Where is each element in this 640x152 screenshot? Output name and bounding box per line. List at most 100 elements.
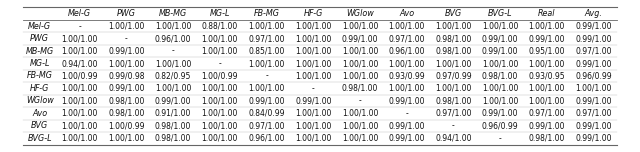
Text: 1.00/1.00: 1.00/1.00: [342, 134, 378, 143]
Text: 1.00/1.00: 1.00/1.00: [295, 22, 332, 31]
Text: 0.91/1.00: 0.91/1.00: [155, 109, 191, 118]
Text: 0.94/1.00: 0.94/1.00: [435, 134, 472, 143]
Text: PWG: PWG: [117, 9, 136, 18]
Text: FB-MG: FB-MG: [253, 9, 280, 18]
Text: 1.00/1.00: 1.00/1.00: [202, 34, 238, 43]
Text: 1.00/1.00: 1.00/1.00: [61, 34, 98, 43]
Text: 1.00/1.00: 1.00/1.00: [61, 109, 98, 118]
Text: 1.00/1.00: 1.00/1.00: [295, 34, 332, 43]
Text: 0.98/1.00: 0.98/1.00: [155, 121, 191, 130]
Text: 0.99/1.00: 0.99/1.00: [388, 134, 425, 143]
Text: 0.97/1.00: 0.97/1.00: [248, 34, 285, 43]
Text: 1.00/1.00: 1.00/1.00: [248, 59, 285, 68]
Text: 0.96/1.00: 0.96/1.00: [388, 47, 425, 56]
Text: 0.97/1.00: 0.97/1.00: [388, 34, 425, 43]
Text: 1.00/1.00: 1.00/1.00: [248, 22, 285, 31]
Text: 1.00/1.00: 1.00/1.00: [61, 121, 98, 130]
Text: -: -: [125, 34, 128, 43]
Text: 0.99/0.98: 0.99/0.98: [108, 71, 145, 81]
Text: 0.95/1.00: 0.95/1.00: [529, 47, 565, 56]
Text: 0.98/1.00: 0.98/1.00: [435, 34, 472, 43]
Text: 0.96/1.00: 0.96/1.00: [155, 34, 191, 43]
Text: -: -: [172, 47, 175, 56]
Text: 0.97/1.00: 0.97/1.00: [529, 109, 565, 118]
Text: 0.99/1.00: 0.99/1.00: [529, 34, 565, 43]
Text: 1.00/1.00: 1.00/1.00: [295, 59, 332, 68]
Text: 1.00/1.00: 1.00/1.00: [202, 121, 238, 130]
Text: 0.82/0.95: 0.82/0.95: [155, 71, 191, 81]
Text: 0.99/1.00: 0.99/1.00: [482, 34, 518, 43]
Text: 0.97/1.00: 0.97/1.00: [435, 109, 472, 118]
Text: 0.99/1.00: 0.99/1.00: [575, 96, 612, 105]
Text: 0.99/1.00: 0.99/1.00: [295, 96, 332, 105]
Text: 0.97/0.99: 0.97/0.99: [435, 71, 472, 81]
Text: 1.00/1.00: 1.00/1.00: [342, 47, 378, 56]
Text: 0.98/1.00: 0.98/1.00: [342, 84, 378, 93]
Text: 1.00/1.00: 1.00/1.00: [482, 59, 518, 68]
Text: FB-MG: FB-MG: [27, 71, 52, 81]
Text: 1.00/1.00: 1.00/1.00: [108, 22, 145, 31]
Text: 1.00/1.00: 1.00/1.00: [342, 109, 378, 118]
Text: 1.00/1.00: 1.00/1.00: [435, 84, 472, 93]
Text: 0.93/0.99: 0.93/0.99: [388, 71, 425, 81]
Text: 1.00/1.00: 1.00/1.00: [529, 96, 565, 105]
Text: 1.00/1.00: 1.00/1.00: [529, 22, 565, 31]
Text: MB-MG: MB-MG: [159, 9, 188, 18]
Text: 1.00/1.00: 1.00/1.00: [435, 22, 472, 31]
Text: BVG: BVG: [31, 121, 48, 130]
Text: 0.99/1.00: 0.99/1.00: [388, 96, 425, 105]
Text: 0.99/1.00: 0.99/1.00: [529, 121, 565, 130]
Text: WGlow: WGlow: [26, 96, 54, 105]
Text: MG-L: MG-L: [29, 59, 50, 68]
Text: MG-L: MG-L: [209, 9, 230, 18]
Text: 1.00/1.00: 1.00/1.00: [388, 22, 425, 31]
Text: 1.00/1.00: 1.00/1.00: [202, 84, 238, 93]
Text: Avg.: Avg.: [585, 9, 602, 18]
Text: BVG-L: BVG-L: [28, 134, 52, 143]
Text: -: -: [265, 71, 268, 81]
Text: 1.00/1.00: 1.00/1.00: [435, 59, 472, 68]
Text: 0.93/0.95: 0.93/0.95: [529, 71, 565, 81]
Text: 0.96/0.99: 0.96/0.99: [575, 71, 612, 81]
Text: 0.99/1.00: 0.99/1.00: [248, 96, 285, 105]
Text: 1.00/1.00: 1.00/1.00: [529, 59, 565, 68]
Text: 1.00/1.00: 1.00/1.00: [342, 121, 378, 130]
Text: 0.97/1.00: 0.97/1.00: [575, 47, 612, 56]
Text: HF-G: HF-G: [30, 84, 49, 93]
Text: Avo: Avo: [399, 9, 414, 18]
Text: 1.00/0.99: 1.00/0.99: [61, 71, 98, 81]
Text: 1.00/1.00: 1.00/1.00: [388, 59, 425, 68]
Text: 1.00/1.00: 1.00/1.00: [202, 47, 238, 56]
Text: 0.99/1.00: 0.99/1.00: [575, 59, 612, 68]
Text: Mel-G: Mel-G: [68, 9, 92, 18]
Text: 0.99/1.00: 0.99/1.00: [342, 34, 378, 43]
Text: 0.98/1.00: 0.98/1.00: [482, 71, 518, 81]
Text: 1.00/1.00: 1.00/1.00: [61, 134, 98, 143]
Text: 1.00/1.00: 1.00/1.00: [155, 84, 191, 93]
Text: 0.98/1.00: 0.98/1.00: [435, 96, 472, 105]
Text: BVG: BVG: [445, 9, 462, 18]
Text: 0.98/1.00: 0.98/1.00: [529, 134, 565, 143]
Text: 1.00/1.00: 1.00/1.00: [295, 71, 332, 81]
Text: 1.00/1.00: 1.00/1.00: [482, 22, 518, 31]
Text: 0.98/1.00: 0.98/1.00: [435, 47, 472, 56]
Text: 0.97/1.00: 0.97/1.00: [248, 121, 285, 130]
Text: 0.99/1.00: 0.99/1.00: [108, 84, 145, 93]
Text: 1.00/1.00: 1.00/1.00: [202, 96, 238, 105]
Text: 0.96/1.00: 0.96/1.00: [248, 134, 285, 143]
Text: 0.99/1.00: 0.99/1.00: [108, 47, 145, 56]
Text: 1.00/1.00: 1.00/1.00: [248, 84, 285, 93]
Text: 0.99/1.00: 0.99/1.00: [155, 96, 191, 105]
Text: 1.00/1.00: 1.00/1.00: [155, 22, 191, 31]
Text: 1.00/0.99: 1.00/0.99: [108, 121, 145, 130]
Text: 0.98/1.00: 0.98/1.00: [155, 134, 191, 143]
Text: 1.00/1.00: 1.00/1.00: [342, 22, 378, 31]
Text: 0.96/0.99: 0.96/0.99: [482, 121, 518, 130]
Text: 0.99/1.00: 0.99/1.00: [575, 134, 612, 143]
Text: 1.00/1.00: 1.00/1.00: [108, 134, 145, 143]
Text: 1.00/0.99: 1.00/0.99: [202, 71, 238, 81]
Text: 1.00/1.00: 1.00/1.00: [295, 47, 332, 56]
Text: 1.00/1.00: 1.00/1.00: [202, 134, 238, 143]
Text: 1.00/1.00: 1.00/1.00: [342, 59, 378, 68]
Text: 0.99/1.00: 0.99/1.00: [575, 121, 612, 130]
